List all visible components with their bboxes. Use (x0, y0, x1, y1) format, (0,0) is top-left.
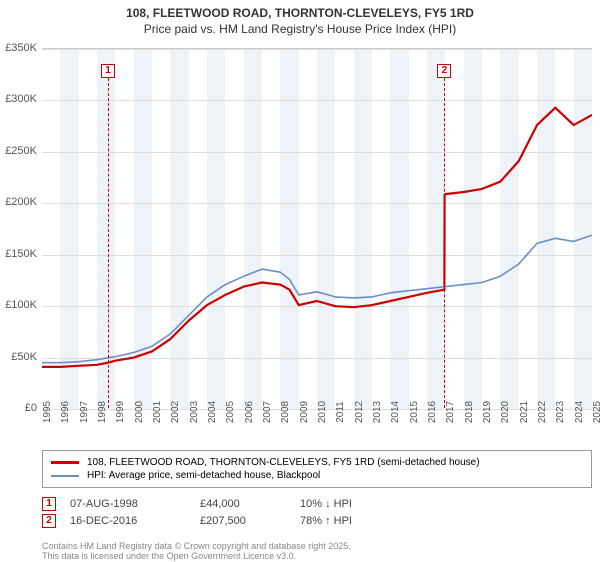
sale-marker-line (444, 78, 445, 408)
x-tick-label: 2010 (317, 401, 328, 423)
x-tick-label: 2023 (555, 401, 566, 423)
legend-row: 108, FLEETWOOD ROAD, THORNTON-CLEVELEYS,… (51, 457, 583, 468)
x-tick-label: 2024 (574, 401, 585, 423)
y-tick-label: £150K (5, 248, 37, 260)
x-tick-label: 2014 (390, 401, 401, 423)
x-tick-label: 2005 (225, 401, 236, 423)
x-tick-label: 2020 (500, 401, 511, 423)
sale-pct: 78% ↑ HPI (300, 515, 410, 527)
attribution-line-2: This data is licensed under the Open Gov… (42, 552, 351, 562)
x-tick-label: 2011 (335, 401, 346, 423)
x-tick-label: 1999 (115, 401, 126, 423)
x-tick-label: 2004 (207, 401, 218, 423)
title-block: 108, FLEETWOOD ROAD, THORNTON-CLEVELEYS,… (0, 0, 600, 38)
chart-plot-area: 1995199619971998199920002001200220032004… (42, 48, 592, 408)
attribution: Contains HM Land Registry data © Crown c… (42, 542, 351, 562)
legend-swatch (51, 461, 79, 463)
x-tick-label: 2019 (482, 401, 493, 423)
x-tick-label: 2025 (592, 401, 600, 423)
x-tick-label: 2017 (445, 401, 456, 423)
x-tick-label: 2021 (519, 401, 530, 423)
x-tick-label: 1998 (97, 401, 108, 423)
y-tick-label: £0 (25, 402, 37, 414)
sale-marker-line (108, 78, 109, 408)
sale-marker-box: 2 (437, 64, 451, 78)
sale-date: 16-DEC-2016 (70, 515, 200, 527)
y-tick-label: £250K (5, 145, 37, 157)
sale-marker-box: 1 (42, 497, 56, 511)
sale-date: 07-AUG-1998 (70, 498, 200, 510)
x-tick-label: 2022 (537, 401, 548, 423)
sale-row: 1 07-AUG-1998£44,00010% ↓ HPI (42, 497, 410, 511)
sale-row: 2 16-DEC-2016£207,50078% ↑ HPI (42, 514, 410, 528)
y-tick-label: £50K (11, 351, 37, 363)
title-line-1: 108, FLEETWOOD ROAD, THORNTON-CLEVELEYS,… (0, 6, 600, 20)
x-tick-label: 2007 (262, 401, 273, 423)
legend: 108, FLEETWOOD ROAD, THORNTON-CLEVELEYS,… (42, 450, 592, 488)
legend-label: 108, FLEETWOOD ROAD, THORNTON-CLEVELEYS,… (87, 457, 480, 468)
y-tick-label: £350K (5, 42, 37, 54)
sale-marker-box: 2 (42, 514, 56, 528)
title-line-2: Price paid vs. HM Land Registry's House … (0, 22, 600, 36)
legend-swatch (51, 475, 79, 477)
legend-label: HPI: Average price, semi-detached house,… (87, 470, 320, 481)
chart-container: 108, FLEETWOOD ROAD, THORNTON-CLEVELEYS,… (0, 0, 600, 560)
x-tick-label: 1996 (60, 401, 71, 423)
legend-row: HPI: Average price, semi-detached house,… (51, 470, 583, 481)
x-tick-label: 2018 (464, 401, 475, 423)
y-tick-label: £300K (5, 93, 37, 105)
line-series-svg (42, 48, 592, 408)
x-tick-label: 2012 (354, 401, 365, 423)
x-tick-label: 2015 (409, 401, 420, 423)
sale-pct: 10% ↓ HPI (300, 498, 410, 510)
sales-table: 1 07-AUG-1998£44,00010% ↓ HPI 2 16-DEC-2016… (42, 494, 410, 531)
x-tick-label: 2016 (427, 401, 438, 423)
y-tick-label: £200K (5, 196, 37, 208)
x-tick-label: 2001 (152, 401, 163, 423)
x-tick-label: 1995 (42, 401, 53, 423)
sale-price: £44,000 (200, 498, 300, 510)
series-line (42, 235, 592, 363)
x-tick-label: 2006 (244, 401, 255, 423)
x-tick-label: 2003 (189, 401, 200, 423)
x-tick-label: 2009 (299, 401, 310, 423)
x-tick-label: 2008 (280, 401, 291, 423)
x-tick-label: 2000 (134, 401, 145, 423)
x-tick-label: 2013 (372, 401, 383, 423)
x-tick-label: 2002 (170, 401, 181, 423)
y-tick-label: £100K (5, 299, 37, 311)
series-line (42, 108, 592, 367)
sale-marker-box: 1 (101, 64, 115, 78)
x-tick-label: 1997 (79, 401, 90, 423)
sale-price: £207,500 (200, 515, 300, 527)
